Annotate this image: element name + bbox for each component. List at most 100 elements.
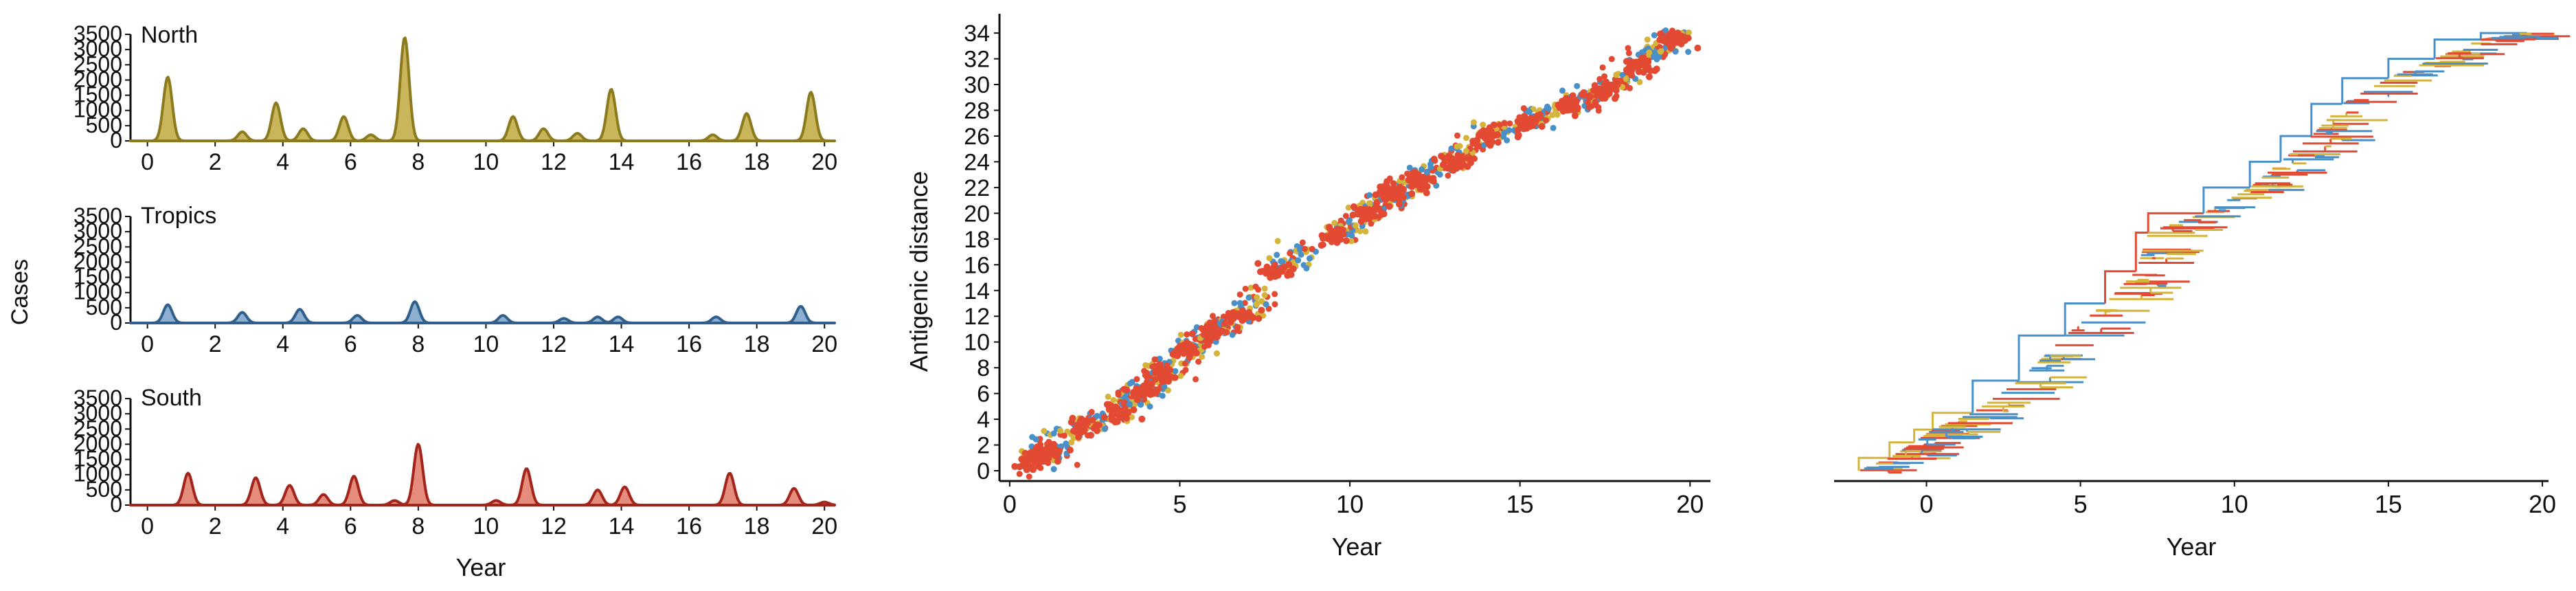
antigenic-point [1694,44,1702,52]
antigenic-x-tick-label: 10 [1336,490,1364,518]
antigenic-point [1636,78,1643,85]
tropics-x-tick-label: 6 [344,331,357,357]
antigenic-point [1526,109,1533,115]
cases-ylabel: Cases [7,259,33,325]
antigenic-point [1326,232,1334,240]
antigenic-point [1362,228,1369,235]
antigenic-point [1430,155,1438,163]
antigenic-point [1488,137,1495,144]
antigenic-point [1680,37,1687,45]
north-x-tick-label: 20 [811,149,837,175]
incidence-panel: Cases North 3500300025002000150010005000… [7,21,837,581]
antigenic-point [1613,71,1620,78]
antigenic-point [1396,201,1403,208]
antigenic-y-tick-label: 28 [964,98,990,124]
antigenic-point [1619,84,1626,91]
antigenic-point [1126,401,1133,408]
south-area [129,443,836,506]
antigenic-point [1520,105,1527,112]
south-x-tick-label: 0 [141,513,154,539]
phylogeny-tree [1857,32,2571,473]
phylogeny-x-tick-label: 20 [2529,490,2556,518]
antigenic-point [1127,380,1133,387]
phylogeny-x-tick-label: 15 [2375,490,2402,518]
antigenic-point [1299,239,1306,246]
antigenic-point [1506,127,1513,133]
south-y-tick-label: 1000 [74,462,122,487]
antigenic-point [1204,322,1210,330]
antigenic-point [1585,93,1593,101]
tropics-y-tick-label: 0 [110,310,122,335]
antigenic-point [1445,172,1451,179]
left-xlabel: Year [456,553,506,581]
antigenic-x-tick-label: 20 [1676,490,1704,518]
tropics-y-tick-label: 2000 [74,249,122,274]
antigenic-point [1114,408,1120,416]
antigenic-point [1451,157,1458,164]
antigenic-point [1151,356,1158,363]
antigenic-point [1193,376,1199,383]
antigenic-point [1236,300,1243,306]
antigenic-point [1041,449,1048,457]
north-x-tick-label: 14 [609,149,635,175]
antigenic-point [1019,461,1027,469]
phylogeny-trunk-segment [2147,212,2204,233]
antigenic-point [1625,45,1631,52]
tropics-x-tick-label: 4 [276,331,289,357]
antigenic-ylabel: Antigenic distance [905,171,933,372]
antigenic-point [1027,449,1035,456]
antigenic-point [1519,115,1527,123]
antigenic-point [1105,401,1113,408]
antigenic-point [1161,383,1168,390]
antigenic-point [1418,185,1425,192]
antigenic-point [1263,269,1269,277]
phylogeny-trunk-segment [1857,456,1890,471]
antigenic-point [1261,292,1268,298]
antigenic-point [1125,409,1131,416]
phylogeny-trunk-segment [2310,102,2342,136]
south-x-tick-label: 16 [676,513,702,539]
antigenic-point [1054,458,1061,465]
antigenic-point [1131,401,1138,408]
antigenic-point [1253,301,1260,308]
south-x-tick-label: 20 [811,513,837,539]
antigenic-point [1151,363,1159,370]
antigenic-point [1408,190,1416,197]
antigenic-point [1595,107,1602,114]
antigenic-point [1350,203,1357,210]
antigenic-y-tick-label: 4 [977,407,990,433]
north-y-tick-label: 3000 [74,36,122,61]
antigenic-point [1657,30,1664,38]
right-xlabel: Year [2167,533,2217,561]
antigenic-point [1559,87,1566,94]
antigenic-point [1674,30,1682,36]
antigenic-point [1490,121,1498,129]
antigenic-point [1571,112,1579,120]
antigenic-point [1623,76,1629,82]
tropics-y-tick-label: 500 [86,295,122,320]
tropics-y-tick-label: 1000 [74,280,122,304]
antigenic-y-tick-label: 24 [964,149,990,175]
tropics-x-tick-label: 14 [609,331,635,357]
antigenic-x-tick-label: 15 [1506,490,1534,518]
antigenic-point [1110,397,1117,403]
south-y-tick-label: 3000 [74,401,122,425]
antigenic-point [1272,291,1278,298]
antigenic-point [1494,131,1501,138]
antigenic-point [1032,436,1039,443]
antigenic-point [1180,350,1188,357]
south-y-tick-label: 2000 [74,431,122,456]
antigenic-point [1658,48,1664,55]
antigenic-point [1391,192,1399,199]
antigenic-point [1245,294,1252,301]
phylogeny-trunk-segment [1913,428,1933,443]
south-x-tick-label: 12 [541,513,567,539]
antigenic-point [1478,129,1486,136]
tropics-x-tick-label: 0 [141,331,154,357]
tropics-y-tick-label: 2500 [74,234,122,258]
